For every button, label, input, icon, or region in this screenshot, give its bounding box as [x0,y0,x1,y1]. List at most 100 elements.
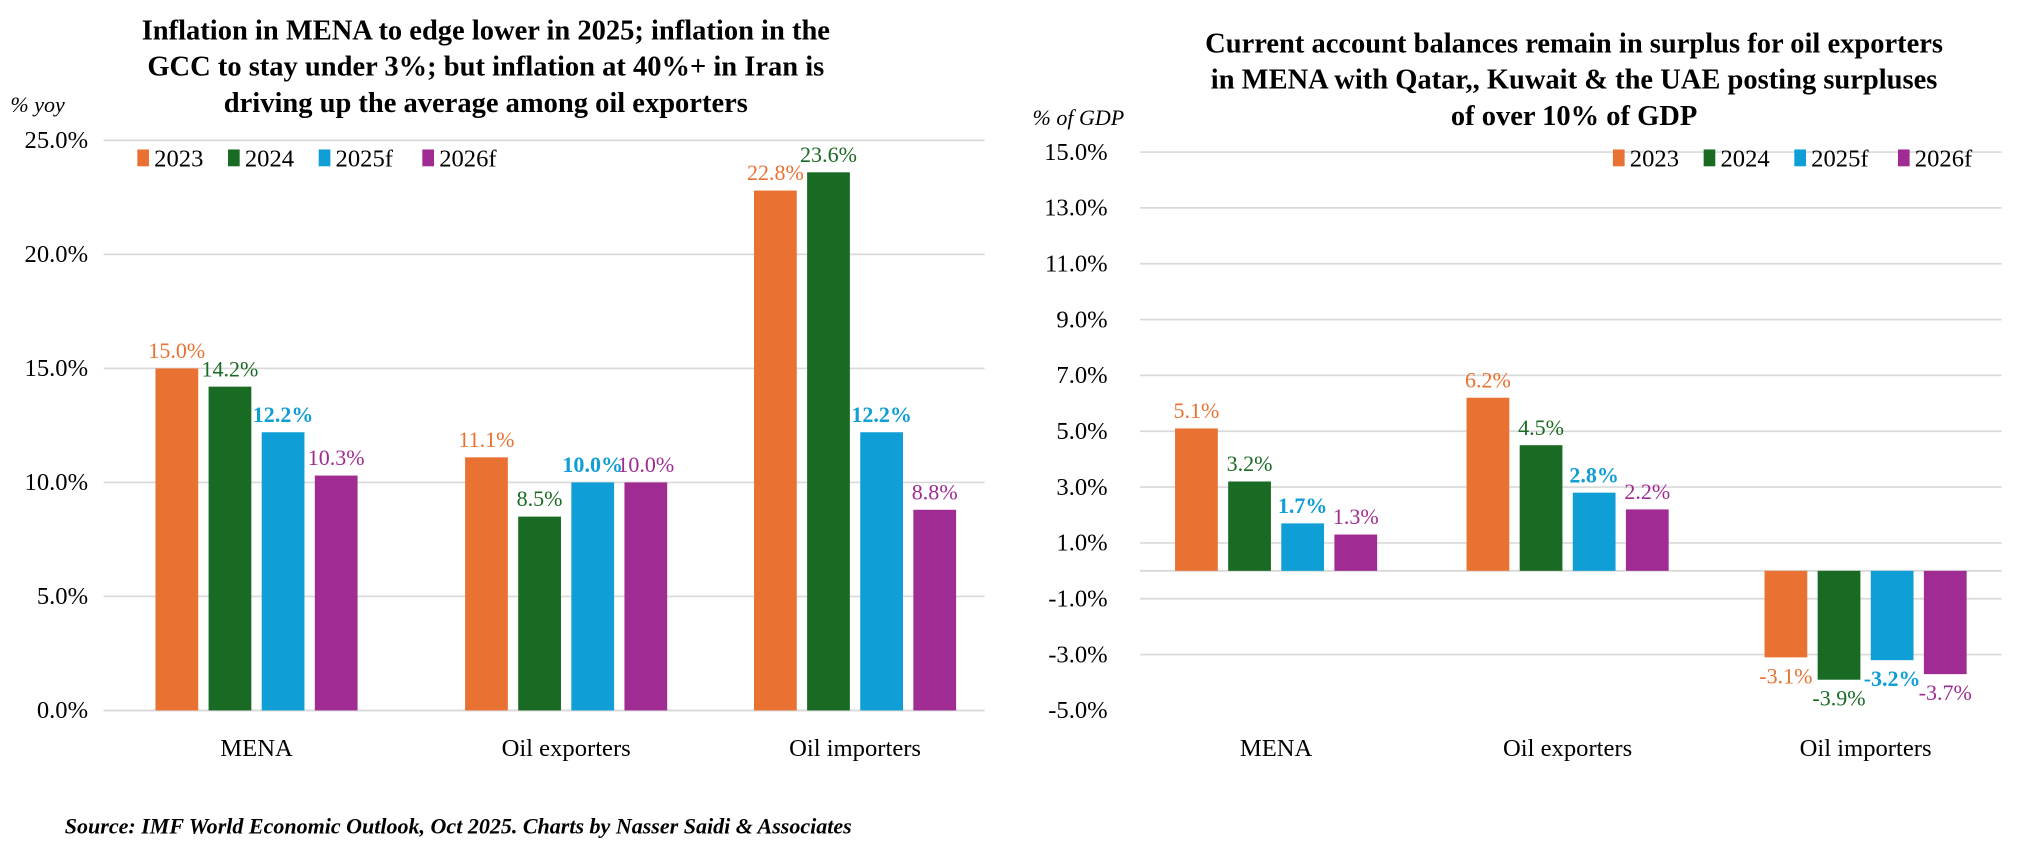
legend-swatch-2026f [1897,149,1910,167]
y-tick-label: -3.0% [1048,641,1107,668]
bar-2026f [314,475,358,711]
chart-title-line: driving up the average among oil exporte… [224,88,748,119]
chart-title-line: GCC to stay under 3%; but inflation at 4… [147,52,824,83]
y-tick-label: -5.0% [1048,697,1107,724]
data-label-2025f: 2.8% [1569,462,1619,487]
source-note: Source: IMF World Economic Outlook, Oct … [65,814,852,839]
inflation-chart: Inflation in MENA to edge lower in 2025;… [10,15,985,762]
bar-2026f [1625,509,1669,571]
category-label: Oil importers [1800,735,1932,762]
data-label-2024: 3.2% [1227,451,1273,476]
bar-2025f [1870,570,1914,661]
bar-2024 [807,172,850,711]
legend-label: 2025f [1811,145,1869,172]
data-label-2023: 15.0% [148,338,205,363]
data-label-2024: 14.2% [202,356,259,381]
legend-label: 2024 [1720,145,1769,172]
data-label-2025f: 12.2% [851,402,912,427]
bar-2026f [1923,570,1967,675]
data-label-2023: 6.2% [1465,367,1511,392]
data-label-2024: 8.5% [517,486,563,511]
data-label-2026f: 8.8% [912,479,958,504]
data-label-2025f: 1.7% [1278,493,1328,518]
data-label-2025f: -3.2% [1864,666,1921,691]
data-label-2026f: 10.0% [617,452,674,477]
data-label-2024: -3.9% [1812,686,1865,711]
data-label-2024: 4.5% [1518,415,1564,440]
bar-2026f [913,509,957,711]
bar-2024 [208,386,252,711]
data-label-2023: 11.1% [458,427,514,452]
legend-label: 2026f [439,145,497,172]
legend-swatch-2023 [137,149,149,167]
data-label-2023: 22.8% [747,160,804,185]
legend-label: 2024 [245,145,294,172]
chart-title-line: Current account balances remain in surpl… [1205,28,1943,59]
y-axis-unit-label: % yoy [10,92,65,117]
bar-2024 [518,516,561,711]
legend-swatch-2025f [318,149,331,167]
bar-2023 [1764,570,1808,658]
y-tick-label: -1.0% [1048,586,1107,613]
bar-2024 [1817,570,1861,680]
bar-2025f [1572,492,1616,571]
y-axis-unit-label: % of GDP [1033,105,1125,130]
y-tick-label: 7.0% [1056,362,1107,389]
category-label: Oil exporters [502,735,631,762]
y-tick-label: 10.0% [25,469,89,496]
y-tick-label: 5.0% [1056,418,1107,445]
legend-label: 2023 [154,145,203,172]
legend-label: 2023 [1630,145,1679,172]
y-tick-label: 20.0% [25,241,89,268]
category-label: Oil exporters [1503,735,1632,762]
bar-2023 [754,190,797,711]
bar-2026f [624,482,668,711]
legend-label: 2026f [1915,145,1973,172]
bar-2023 [155,368,199,711]
y-tick-label: 0.0% [37,697,88,724]
y-tick-label: 5.0% [37,583,88,610]
category-label: Oil importers [789,735,921,762]
data-label-2025f: 10.0% [562,452,623,477]
y-tick-label: 3.0% [1056,474,1107,501]
y-tick-label: 13.0% [1044,195,1108,222]
data-label-2024: 23.6% [800,142,857,167]
category-label: MENA [220,735,293,762]
bar-2023 [1175,428,1218,571]
y-tick-label: 15.0% [1044,139,1108,166]
bar-2025f [571,482,615,711]
data-label-2025f: 12.2% [253,402,314,427]
data-label-2026f: 2.2% [1624,479,1670,504]
y-tick-label: 9.0% [1056,306,1107,333]
data-label-2026f: 10.3% [308,445,365,470]
chart-title-line: Inflation in MENA to edge lower in 2025;… [142,15,830,46]
bar-2025f [261,432,305,711]
legend-label: 2025f [336,145,394,172]
legend: 2023 2024 2025f 2026f [1612,145,1973,172]
legend-swatch-2024 [1703,149,1716,167]
bar-2024 [1228,481,1271,571]
y-tick-label: 11.0% [1045,250,1108,277]
bar-2025f [860,432,903,711]
bar-2023 [465,457,508,711]
legend: 2023 2024 2025f 2026f [137,145,497,172]
bar-2026f [1334,534,1378,571]
category-label: MENA [1240,735,1313,762]
y-tick-label: 25.0% [25,127,89,154]
chart-title-line: in MENA with Qatar,, Kuwait & the UAE po… [1211,65,1938,96]
data-label-2023: 5.1% [1174,398,1220,423]
data-label-2026f: -3.7% [1919,680,1972,705]
bar-2024 [1519,445,1563,571]
current-account-chart: Current account balances remain in surpl… [1033,28,2002,762]
legend-swatch-2024 [228,149,240,167]
chart-title-line: of over 10% of GDP [1451,101,1697,132]
y-tick-label: 15.0% [25,355,89,382]
legend-swatch-2026f [422,149,435,167]
bar-2023 [1466,397,1510,571]
data-label-2026f: 1.3% [1333,504,1379,529]
data-label-2023: -3.1% [1759,663,1812,688]
bar-2025f [1281,523,1325,571]
y-tick-label: 1.0% [1056,530,1107,557]
legend-swatch-2023 [1612,149,1625,167]
